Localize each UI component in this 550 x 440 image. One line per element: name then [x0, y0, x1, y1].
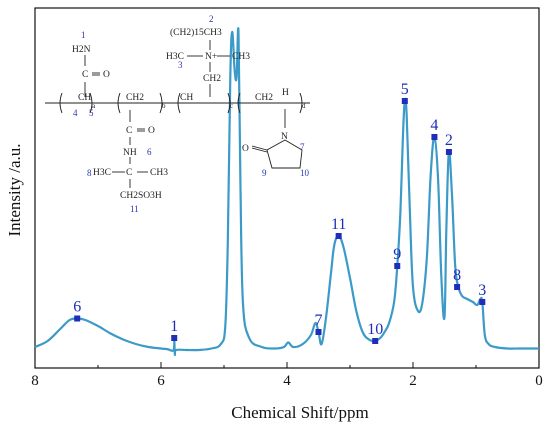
x-axis: 8 6 4 2 0: [31, 362, 543, 389]
atom-ch3-n: CH3: [232, 52, 250, 62]
x-tick-label: 2: [409, 373, 417, 389]
carbon-number-5: 5: [89, 108, 94, 118]
carbon-number-11: 11: [130, 204, 139, 214]
atom-carbonyl-c2: C: [126, 126, 132, 136]
peak-marker-9: [394, 263, 401, 269]
peak-label-2: 2: [445, 132, 453, 149]
atom-o2: O: [148, 126, 155, 136]
x-tick-label: 6: [157, 373, 165, 389]
x-tick-label: 4: [283, 373, 291, 389]
peak-label-10: 10: [367, 321, 383, 338]
peak-label-11: 11: [331, 216, 346, 233]
peak-label-4: 4: [430, 117, 438, 134]
structure-labels: H2N C O CH CH2 C O NH H3C C CH3 CH2SO3H …: [72, 14, 310, 214]
subscript-a: a: [92, 102, 96, 110]
spectrum-line: [34, 27, 539, 357]
carbon-number-1: 1: [81, 30, 86, 40]
y-axis-label: Intensity /a.u.: [5, 143, 24, 236]
atom-alkyl-chain: (CH2)15CH3: [170, 27, 222, 38]
peak-marker-7: [315, 329, 322, 335]
carbon-number-3: 3: [178, 60, 183, 70]
subscript-d: d: [302, 102, 306, 110]
peak-label-5: 5: [401, 81, 409, 98]
atom-ch-c: CH: [180, 93, 193, 103]
atom-ch3: CH3: [150, 168, 168, 178]
peak-marker-8: [454, 284, 461, 290]
carbon-number-8: 8: [87, 168, 92, 178]
carbon-number-10: 10: [300, 168, 310, 178]
atom-o1: O: [103, 70, 110, 80]
peak-label-6: 6: [73, 299, 81, 316]
atom-ch2-d: CH2: [255, 93, 273, 103]
atom-n-plus: N+: [205, 52, 217, 62]
atom-ch: CH: [78, 93, 91, 103]
subscript-b: b: [162, 102, 166, 110]
peak-marker-10: [372, 338, 379, 344]
atom-ch2: CH2: [126, 93, 144, 103]
peak-label-3: 3: [478, 282, 486, 299]
peak-marker-3: [479, 299, 486, 305]
peak-label-8: 8: [453, 267, 461, 284]
peak-label-1: 1: [170, 318, 178, 335]
carbon-number-2: 2: [209, 14, 214, 24]
peak-label-7: 7: [315, 312, 323, 329]
atom-o3: O: [242, 144, 249, 154]
atom-nh: NH: [123, 148, 137, 158]
carbon-number-9: 9: [262, 168, 267, 178]
atom-h: H: [282, 88, 289, 98]
peak-label-9: 9: [393, 246, 401, 263]
atom-n-ring: N: [281, 132, 288, 142]
peak-marker-11: [335, 233, 342, 239]
subscript-c: c: [230, 102, 233, 110]
carbon-number-4: 4: [73, 108, 78, 118]
x-tick-label: 8: [31, 373, 39, 389]
chemical-structure: [45, 40, 310, 188]
atom-nh2: H2N: [72, 45, 91, 55]
atom-ch2so3h: CH2SO3H: [120, 191, 162, 201]
atom-h3c-n: H3C: [166, 52, 184, 62]
peak-marker-2: [445, 149, 452, 155]
plot-frame: [34, 7, 540, 369]
carbon-number-6: 6: [147, 147, 152, 157]
atom-h3c: H3C: [93, 168, 111, 178]
peak-marker-4: [431, 134, 438, 140]
carbon-number-7: 7: [300, 142, 305, 152]
x-tick-label: 0: [535, 373, 543, 389]
peak-marker-5: [401, 98, 408, 104]
atom-carbonyl-c: C: [82, 70, 88, 80]
x-axis-label: Chemical Shift/ppm: [231, 403, 368, 422]
atom-ch2-c: CH2: [203, 74, 221, 84]
atom-quat-c: C: [126, 168, 132, 178]
peak-marker-1: [171, 335, 178, 341]
peak-marker-6: [74, 315, 81, 322]
